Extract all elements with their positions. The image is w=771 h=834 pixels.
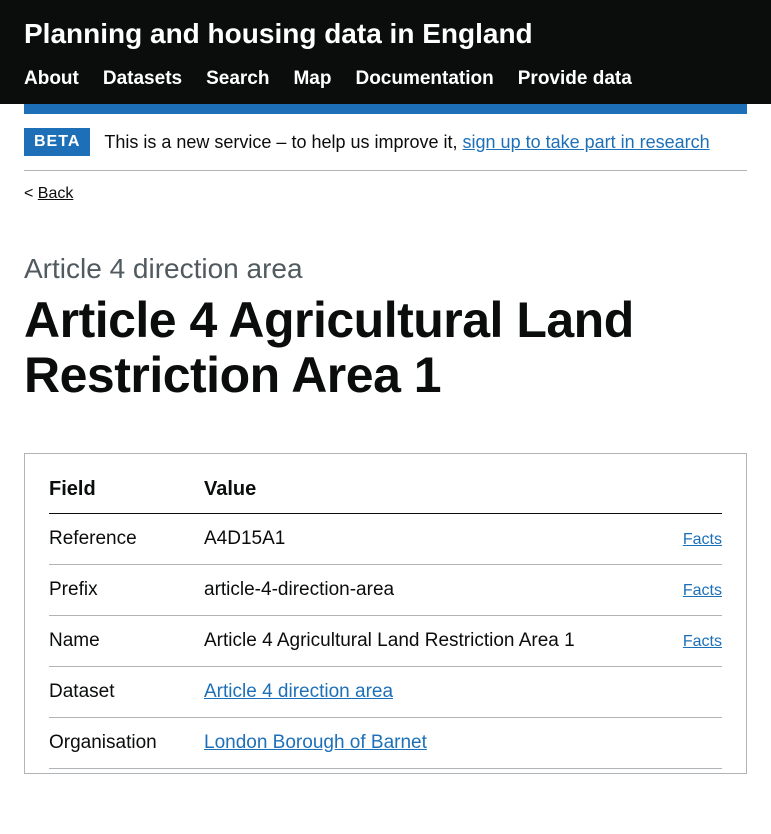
phase-banner: BETA This is a new service – to help us … [24, 114, 747, 171]
row-value: article-4-direction-area [204, 579, 683, 601]
back-chevron: < [24, 185, 38, 202]
row-field: Prefix [49, 579, 204, 601]
row-field: Dataset [49, 681, 204, 703]
row-field: Reference [49, 528, 204, 550]
page-caption: Article 4 direction area [24, 253, 747, 285]
back-link[interactable]: Back [38, 185, 74, 202]
row-field: Name [49, 630, 204, 652]
header-field: Field [49, 478, 204, 501]
nav-datasets[interactable]: Datasets [103, 68, 182, 90]
row-action: Facts [683, 582, 722, 600]
facts-link[interactable]: Facts [683, 582, 722, 599]
facts-link[interactable]: Facts [683, 633, 722, 650]
row-value: London Borough of Barnet [204, 732, 722, 754]
research-link[interactable]: sign up to take part in research [463, 132, 710, 152]
table-row: Prefixarticle-4-direction-areaFacts [49, 565, 722, 616]
table-row: DatasetArticle 4 direction area [49, 667, 722, 718]
row-field: Organisation [49, 732, 204, 754]
row-value: Article 4 direction area [204, 681, 722, 703]
nav-about[interactable]: About [24, 68, 79, 90]
nav-search[interactable]: Search [206, 68, 269, 90]
row-value: A4D15A1 [204, 528, 683, 550]
primary-nav: About Datasets Search Map Documentation … [24, 68, 747, 90]
value-link[interactable]: London Borough of Barnet [204, 732, 427, 753]
row-value: Article 4 Agricultural Land Restriction … [204, 630, 683, 652]
header-value: Value [204, 478, 256, 501]
nav-provide-data[interactable]: Provide data [518, 68, 632, 90]
phase-text-prefix: This is a new service – to help us impro… [104, 132, 462, 152]
table-row: ReferenceA4D15A1Facts [49, 514, 722, 565]
accent-bar [24, 104, 747, 114]
table-header: Field Value [49, 478, 722, 514]
row-action: Facts [683, 633, 722, 651]
beta-tag: BETA [24, 128, 90, 156]
facts-link[interactable]: Facts [683, 531, 722, 548]
site-title[interactable]: Planning and housing data in England [24, 18, 747, 50]
page-title: Article 4 Agricultural Land Restriction … [24, 293, 747, 403]
row-action: Facts [683, 531, 722, 549]
back-link-container: < Back [24, 185, 747, 203]
main-content: Article 4 direction area Article 4 Agric… [0, 203, 771, 774]
nav-map[interactable]: Map [293, 68, 331, 90]
table-row: NameArticle 4 Agricultural Land Restrict… [49, 616, 722, 667]
phase-text: This is a new service – to help us impro… [104, 132, 709, 153]
nav-documentation[interactable]: Documentation [355, 68, 493, 90]
details-panel: Field Value ReferenceA4D15A1FactsPrefixa… [24, 453, 747, 774]
site-header: Planning and housing data in England Abo… [0, 0, 771, 104]
table-row: OrganisationLondon Borough of Barnet [49, 718, 722, 769]
value-link[interactable]: Article 4 direction area [204, 681, 393, 702]
